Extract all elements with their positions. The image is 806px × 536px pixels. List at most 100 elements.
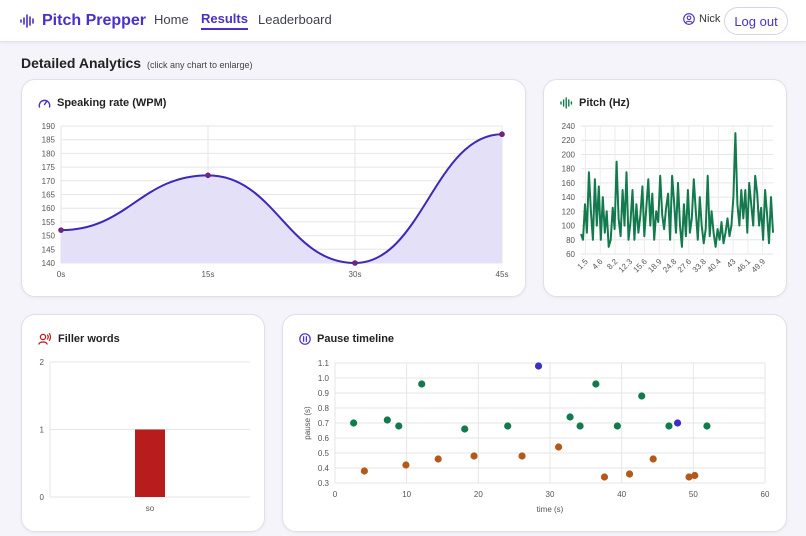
x-tick-label: 24.8 (661, 257, 679, 275)
page-title-text: Detailed Analytics (21, 55, 142, 71)
y-tick-label: 185 (42, 136, 56, 145)
x-tick-label: 0s (57, 270, 65, 279)
y-tick-label: 0.6 (318, 434, 330, 443)
scatter-point (418, 380, 426, 388)
scatter-point (576, 422, 584, 430)
brand-logo[interactable]: Pitch Prepper (20, 10, 146, 32)
y-tick-label: 0.4 (318, 464, 330, 473)
speaking-rate-card[interactable]: Speaking rate (WPM) 140 145 150 155 160 165 17… (21, 79, 526, 297)
x-tick-label: 20 (474, 490, 483, 499)
y-tick-label: 1 (40, 426, 45, 435)
pitch-title-text: Pitch (Hz) (579, 97, 630, 109)
x-tick-label: 30 (546, 490, 555, 499)
y-tick-label: 0.9 (318, 389, 330, 398)
x-tick-label: 1.5 (576, 257, 591, 272)
user-name: Nick (699, 13, 721, 25)
area-fill (61, 134, 502, 263)
speedometer-icon (38, 99, 51, 108)
y-tick-label: 100 (562, 222, 576, 231)
x-tick-label: so (146, 504, 155, 513)
data-point (205, 172, 211, 179)
pause-timeline-card[interactable]: Pause timeline 0.3 0.4 0.5 0.6 0.7 0.8 0.9 1.0 1… (282, 314, 787, 532)
x-tick-label: 4.6 (590, 257, 605, 272)
y-tick-label: 1.1 (318, 359, 330, 368)
y-tick-label: 170 (42, 177, 56, 186)
scatter-point (673, 419, 682, 427)
scatter-point (555, 443, 563, 451)
scatter-point (566, 413, 574, 421)
y-tick-label: 60 (566, 250, 575, 259)
scatter-point (691, 471, 699, 480)
y-tick-label: 1.0 (318, 374, 330, 383)
x-tick-label: 45s (496, 270, 509, 279)
x-axis-title: time (s) (537, 505, 564, 514)
scatter-point (395, 422, 403, 430)
x-tick-label: 40.4 (705, 257, 723, 275)
scatter-point (504, 422, 512, 430)
y-tick-label: 165 (42, 191, 56, 200)
pause-timeline-chart: 0.3 0.4 0.5 0.6 0.7 0.8 0.9 1.0 1.1 0 10 20 30 40 50 60… (303, 359, 770, 514)
y-tick-label: 120 (562, 207, 576, 216)
y-tick-label: 240 (562, 122, 576, 131)
y-tick-label: 180 (42, 149, 56, 158)
x-tick-label: 50 (689, 490, 698, 499)
data-point (58, 227, 64, 233)
top-navbar: Pitch Prepper Home Results Leaderboard N… (0, 0, 806, 42)
y-axis-title: pause (s) (303, 406, 312, 440)
scatter-point (470, 452, 478, 460)
x-tick-label: 15s (202, 270, 215, 279)
scatter-point (665, 422, 673, 430)
x-tick-label: 10 (402, 490, 411, 499)
y-tick-label: 160 (562, 179, 576, 188)
user-profile[interactable]: Nick (683, 13, 720, 25)
y-tick-label: 150 (42, 232, 56, 241)
x-tick-label: 49.9 (750, 257, 768, 275)
y-tick-label: 180 (562, 165, 576, 174)
y-tick-label: 80 (566, 236, 575, 245)
speaking-person-icon (38, 333, 52, 345)
brand-name: Pitch Prepper (42, 12, 147, 29)
y-tick-label: 140 (42, 259, 56, 268)
scatter-point (434, 455, 442, 463)
logout-button[interactable]: Log out (724, 7, 788, 35)
y-tick-label: 160 (42, 204, 56, 213)
series-line (60, 133, 503, 265)
scatter-point (350, 419, 358, 427)
filler-words-chart: 0 1 2 so (40, 358, 250, 513)
scatter-point (360, 467, 368, 475)
scatter-point (649, 455, 657, 463)
y-tick-label: 155 (42, 218, 56, 227)
y-tick-label: 0.7 (318, 419, 330, 428)
pitch-card[interactable]: Pitch (Hz) 60 80 100 120 140 160 180 200 220 240 1… (543, 79, 787, 297)
speaking-rate-title: Speaking rate (WPM) (38, 97, 166, 109)
filler-words-title-text: Filler words (58, 333, 120, 345)
filler-words-card[interactable]: Filler words 0 1 2 so (21, 314, 265, 532)
scatter-point (703, 422, 711, 430)
x-tick-label: 18.9 (646, 257, 664, 275)
nav-leaderboard[interactable]: Leaderboard (258, 12, 332, 27)
pause-timeline-title: Pause timeline (299, 333, 394, 345)
speaking-rate-chart: 140 145 150 155 160 165 170 175 180 185 190 0s 15s 30… (42, 122, 509, 279)
x-tick-label: 30s (349, 270, 362, 279)
y-tick-label: 220 (562, 136, 576, 145)
scatter-point (625, 470, 634, 478)
data-point (352, 260, 358, 266)
filler-words-title: Filler words (38, 333, 120, 345)
y-tick-label: 200 (562, 150, 576, 159)
x-tick-label: 0 (333, 490, 338, 499)
scatter-point (613, 422, 621, 430)
series-line (580, 132, 774, 248)
page-title: Detailed Analytics (click any chart to e… (21, 55, 253, 71)
y-tick-label: 140 (562, 193, 576, 202)
nav-home[interactable]: Home (154, 12, 189, 27)
pause-circle-icon (299, 333, 311, 345)
x-tick-label: 15.6 (632, 257, 650, 275)
y-tick-label: 0.3 (318, 479, 330, 488)
scatter-point (402, 461, 410, 469)
x-tick-label: 40 (617, 490, 626, 499)
x-tick-label: 12.3 (617, 257, 635, 275)
audio-waveform-icon (20, 14, 34, 28)
nav-results[interactable]: Results (201, 11, 248, 30)
speaking-rate-title-text: Speaking rate (WPM) (57, 97, 167, 109)
